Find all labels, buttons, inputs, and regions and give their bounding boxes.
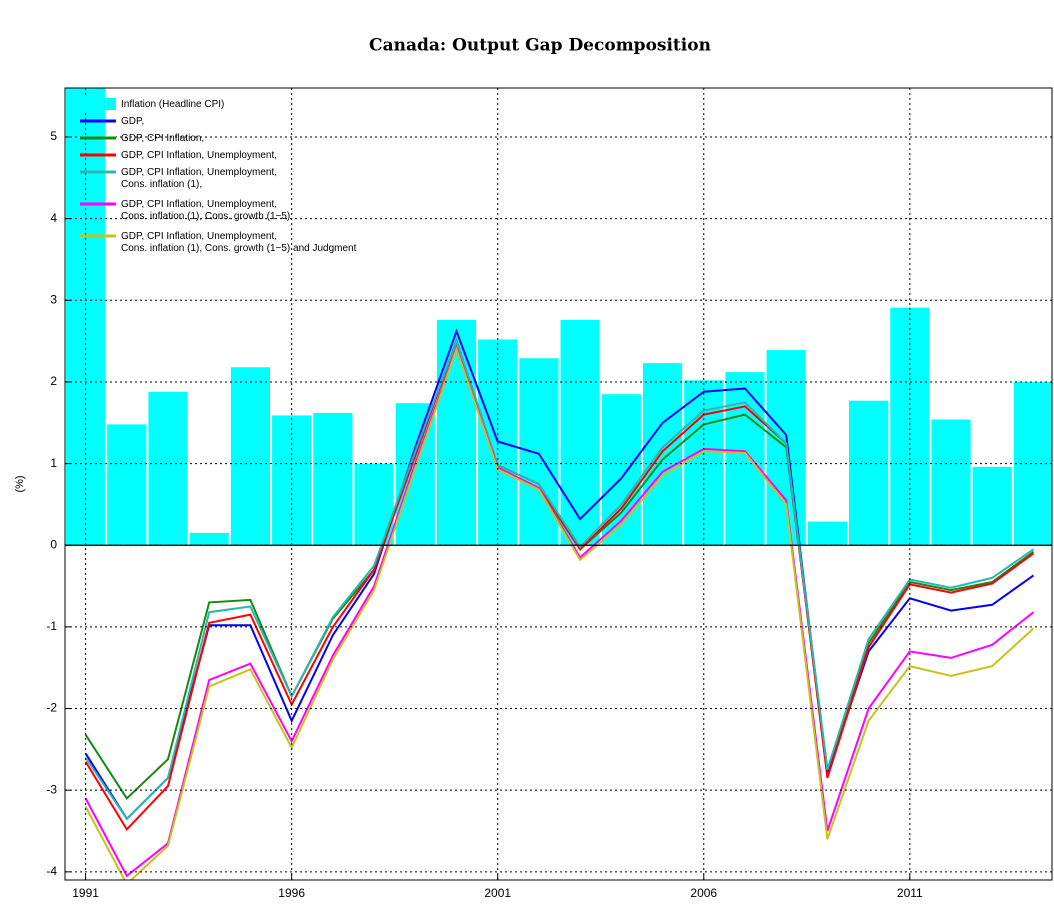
bar <box>107 424 147 546</box>
y-tick-label: 5 <box>50 129 57 143</box>
series-line <box>84 346 1035 880</box>
bar <box>148 391 188 546</box>
x-tick-label: 2006 <box>690 886 717 900</box>
plot-frame <box>64 87 1053 881</box>
chart-title: Canada: Output Gap Decomposition <box>369 36 711 56</box>
bar <box>807 521 847 546</box>
grid <box>65 88 1052 880</box>
legend-label: GDP, CPI Inflation, <box>121 133 204 144</box>
bar <box>313 412 353 546</box>
bar <box>725 372 765 546</box>
bar <box>230 367 271 546</box>
y-tick-label: -1 <box>46 619 57 633</box>
legend-swatch <box>80 98 116 110</box>
y-axis-label: (%) <box>14 475 26 492</box>
y-tick-label: -3 <box>46 782 57 796</box>
series-line <box>84 338 1035 800</box>
bar <box>849 400 889 546</box>
bar <box>684 380 724 546</box>
x-tick-label: 1991 <box>72 886 99 900</box>
legend-label: GDP, CPI Inflation, Unemployment, Cons. i… <box>121 231 357 254</box>
bar <box>436 319 477 546</box>
plot-area <box>66 88 1052 880</box>
bar <box>189 532 229 546</box>
y-tick-label: 1 <box>50 456 57 470</box>
bar <box>560 319 600 546</box>
x-tick-label: 2011 <box>897 886 923 900</box>
bar <box>1013 381 1052 546</box>
y-tick-label: 2 <box>50 374 57 388</box>
bar <box>66 88 106 546</box>
legend-label: Inflation (Headline CPI) <box>121 99 224 110</box>
bar <box>931 419 971 546</box>
legend-label: GDP, CPI Inflation, Unemployment, Cons. i… <box>121 167 277 190</box>
series-line <box>84 328 1035 821</box>
y-tick-label: 0 <box>50 537 57 551</box>
x-tick-label: 2001 <box>484 886 511 900</box>
y-tick-label: -4 <box>46 864 57 878</box>
legend-label: GDP, <box>121 116 144 127</box>
series-line <box>84 338 1035 821</box>
legend-label: GDP, CPI Inflation, Unemployment, <box>121 150 277 161</box>
bar <box>972 466 1012 546</box>
bar <box>642 363 683 546</box>
y-tick-label: -2 <box>46 701 57 715</box>
x-tick-label: 1996 <box>278 886 305 900</box>
legend-label: GDP, CPI Inflation, Unemployment, Cons. i… <box>121 199 290 222</box>
series-line <box>84 344 1035 878</box>
bar <box>519 358 559 546</box>
y-tick-label: 3 <box>50 292 57 306</box>
bar <box>890 307 930 546</box>
y-tick-label: 4 <box>50 211 57 225</box>
